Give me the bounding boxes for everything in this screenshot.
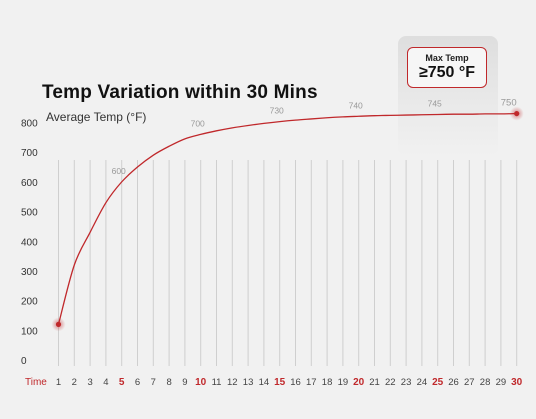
x-axis-label: Time: [25, 377, 47, 388]
data-label: 745: [428, 98, 442, 108]
x-tick-label: 27: [464, 377, 475, 388]
x-tick-label: 22: [385, 377, 396, 388]
max-temp-label: Max Temp: [425, 53, 469, 63]
x-tick-label: 26: [448, 377, 459, 388]
x-tick-label: 24: [417, 377, 428, 388]
x-tick-label: 29: [496, 377, 507, 388]
end-point-marker: [514, 110, 520, 117]
data-label: 750: [501, 98, 517, 109]
max-temp-box: Max Temp ≥750 °F: [407, 47, 487, 88]
data-label: 730: [270, 106, 284, 116]
x-tick-label: 6: [135, 377, 140, 388]
x-tick-label: 7: [151, 377, 156, 388]
x-tick-label: 5: [119, 377, 125, 388]
x-tick-label: 12: [227, 377, 238, 388]
y-axis-label: Average Temp (°F): [46, 110, 147, 124]
x-tick-label: 14: [259, 377, 270, 388]
data-label: 740: [349, 100, 363, 110]
data-label: 700: [191, 118, 205, 128]
x-tick-label: 21: [369, 377, 380, 388]
x-tick-label: 10: [195, 377, 207, 388]
x-tick-label: 15: [274, 377, 286, 388]
max-temp-value: ≥750 °F: [418, 64, 476, 81]
y-tick-label: 300: [21, 267, 38, 278]
x-tick-label: 25: [432, 377, 444, 388]
y-tick-label: 500: [21, 208, 38, 219]
x-tick-label: 4: [103, 377, 108, 388]
chart-title: Temp Variation within 30 Mins: [42, 82, 318, 103]
y-tick-label: 400: [21, 237, 38, 248]
x-tick-label: 2: [72, 377, 77, 388]
y-tick-label: 800: [21, 119, 38, 130]
x-tick-label: 19: [338, 377, 349, 388]
x-tick-label: 3: [87, 377, 92, 388]
y-tick-label: 700: [21, 148, 38, 159]
y-tick-label: 600: [21, 178, 38, 189]
x-tick-label: 1: [56, 377, 61, 388]
y-tick-label: 200: [21, 297, 38, 308]
y-tick-label: 0: [21, 356, 27, 367]
x-tick-label: 20: [353, 377, 365, 388]
x-tick-label: 11: [212, 377, 222, 388]
x-tick-label: 28: [480, 377, 491, 388]
x-tick-label: 18: [322, 377, 333, 388]
x-tick-label: 30: [511, 377, 523, 388]
x-tick-label: 9: [182, 377, 187, 388]
y-tick-label: 100: [21, 326, 38, 337]
x-tick-label: 23: [401, 377, 412, 388]
data-label: 600: [112, 166, 126, 176]
x-tick-label: 17: [306, 377, 317, 388]
start-point-marker: [55, 321, 62, 327]
x-tick-label: 13: [243, 377, 254, 388]
x-tick-label: 16: [290, 377, 301, 388]
x-tick-label: 8: [166, 377, 171, 388]
temperature-line: [57, 112, 517, 325]
